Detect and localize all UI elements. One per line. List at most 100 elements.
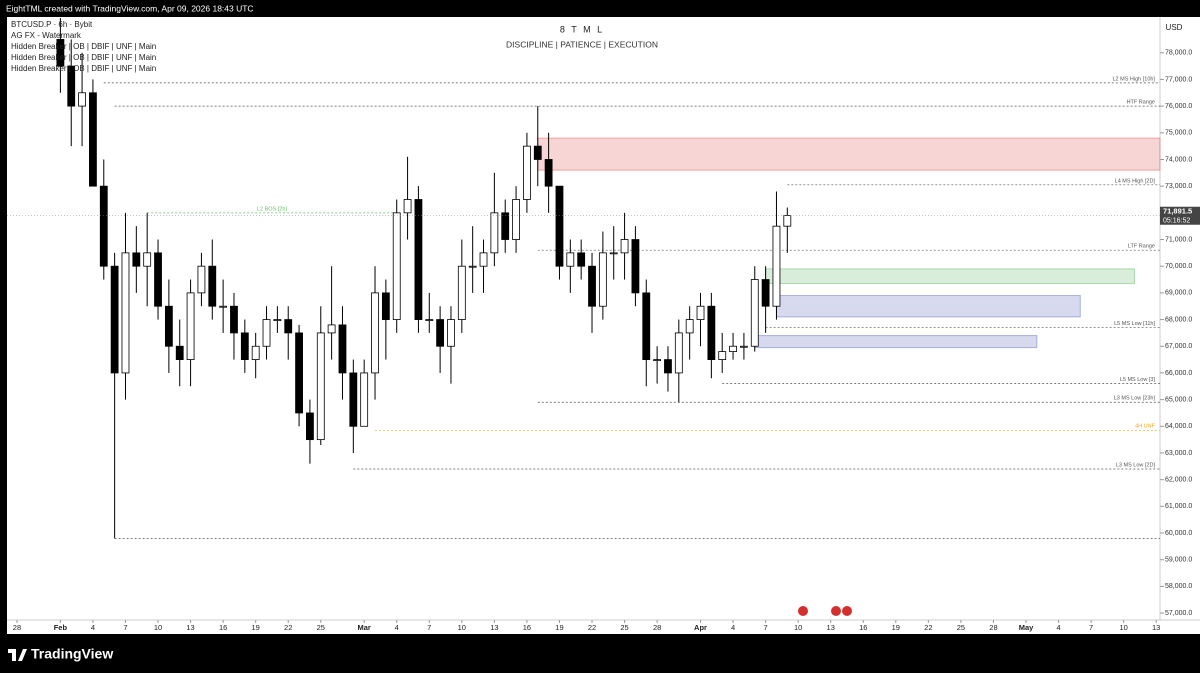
plot-background	[7, 17, 1200, 634]
brand: TradingView	[31, 646, 113, 662]
x-tick-label: 22	[588, 623, 596, 632]
candle-body	[501, 212, 510, 240]
candle-body	[230, 305, 238, 334]
x-tick-label: 16	[219, 623, 227, 632]
candle-body	[555, 185, 564, 267]
candle-body	[78, 92, 86, 107]
y-tick-label: 70,000.0	[1165, 263, 1192, 270]
candle-body	[186, 292, 195, 360]
x-tick-label: Feb	[54, 623, 68, 632]
candle-body	[110, 265, 119, 374]
level-label: L3 MS Low [23h]	[1114, 396, 1156, 402]
candle-body	[175, 345, 184, 360]
x-tick-label: 28	[13, 623, 21, 632]
y-tick-label: 69,000.0	[1165, 290, 1192, 297]
candle-body	[240, 332, 249, 360]
candle-body	[67, 65, 76, 107]
candle-body	[772, 225, 781, 307]
x-tick-label: 7	[1089, 623, 1093, 632]
candle-body	[392, 212, 401, 320]
candle-body	[609, 252, 618, 255]
candle-body	[479, 252, 488, 267]
last-price-label: 71,891.5	[1163, 207, 1192, 216]
x-tick-label: 25	[620, 623, 628, 632]
zone	[754, 335, 1038, 349]
level-label: L2 MS High [10h]	[1113, 76, 1156, 82]
x-tick-label: 4	[731, 623, 735, 632]
level-label: L4 MS High [2D]	[1115, 178, 1156, 184]
level-label: L2 BOS [2h]	[257, 206, 287, 212]
candle-body	[99, 185, 108, 267]
candle-body	[674, 332, 683, 374]
candle-body	[349, 372, 358, 427]
candle-body	[425, 319, 434, 321]
y-tick-label: 64,000.0	[1165, 423, 1192, 430]
candle-body	[327, 324, 336, 334]
level-label: L3 MS Low [2D]	[1116, 462, 1156, 468]
candle-body	[403, 199, 412, 214]
level-label: L5 MS Low [3]	[1120, 377, 1156, 383]
currency: USD	[1166, 23, 1183, 32]
y-tick-label: 76,000.0	[1165, 103, 1192, 110]
legend-line: BTCUSD.P · 6h · Bybit	[11, 20, 93, 29]
legend-line: Hidden Breaker | OB | DBIF | UNF | Main	[11, 42, 156, 51]
x-tick-label: 10	[458, 623, 466, 632]
candle-body	[121, 252, 130, 374]
candle-body	[273, 319, 282, 321]
candle-body	[577, 252, 586, 267]
candle-body	[707, 305, 716, 360]
x-tick-label: 4	[1056, 623, 1060, 632]
x-tick-label: 16	[859, 623, 867, 632]
y-tick-label: 78,000.0	[1165, 50, 1192, 57]
x-tick-label: 19	[892, 623, 900, 632]
candle-body	[642, 292, 651, 360]
candle-body	[338, 324, 347, 374]
candle-body	[750, 279, 759, 347]
candle-body	[566, 252, 575, 267]
candle-body	[447, 319, 455, 347]
x-tick-label: 7	[764, 623, 768, 632]
x-tick-label: 10	[794, 623, 802, 632]
candle-body	[436, 319, 445, 347]
candle-body	[143, 252, 152, 267]
candle-body	[718, 351, 727, 360]
x-tick-label: 28	[989, 623, 997, 632]
y-tick-label: 74,000.0	[1165, 156, 1192, 163]
x-tick-label: 10	[1119, 623, 1127, 632]
y-tick-label: 60,000.0	[1165, 530, 1192, 537]
candle-body	[685, 319, 694, 334]
y-tick-label: 68,000.0	[1165, 316, 1192, 323]
chart-subtitle: DISCIPLINE | PATIENCE | EXECUTION	[506, 39, 658, 49]
candle-body	[696, 305, 705, 320]
brand-logo	[8, 649, 27, 661]
legend-line: AG FX - Watermark	[11, 31, 82, 40]
candle-body	[457, 265, 466, 320]
candle-body	[598, 252, 607, 307]
y-tick-label: 75,000.0	[1165, 130, 1192, 137]
candle-body	[316, 332, 325, 441]
zone	[765, 268, 1136, 285]
x-tick-label: May	[1019, 623, 1034, 632]
candle-body	[620, 239, 629, 254]
level-label: L5 MS Low [11h]	[1114, 321, 1155, 327]
y-tick-label: 66,000.0	[1165, 370, 1192, 377]
x-tick-label: 4	[91, 623, 95, 632]
x-tick-label: Apr	[694, 623, 707, 632]
candle-body	[414, 199, 423, 320]
candle-body	[631, 239, 640, 294]
candle-body	[588, 265, 596, 307]
x-tick-label: Mar	[358, 623, 371, 632]
candle-body	[371, 292, 379, 374]
candle-body	[740, 345, 748, 348]
last-price-box	[1160, 206, 1200, 225]
x-tick-label: 19	[252, 623, 260, 632]
candle-body	[468, 265, 477, 268]
x-tick-label: 13	[827, 623, 835, 632]
x-tick-label: 19	[555, 623, 563, 632]
y-tick-label: 67,000.0	[1165, 343, 1192, 350]
y-tick-label: 59,000.0	[1165, 557, 1192, 564]
y-tick-label: 73,000.0	[1165, 183, 1192, 190]
x-tick-label: 22	[924, 623, 932, 632]
zone	[775, 295, 1081, 318]
